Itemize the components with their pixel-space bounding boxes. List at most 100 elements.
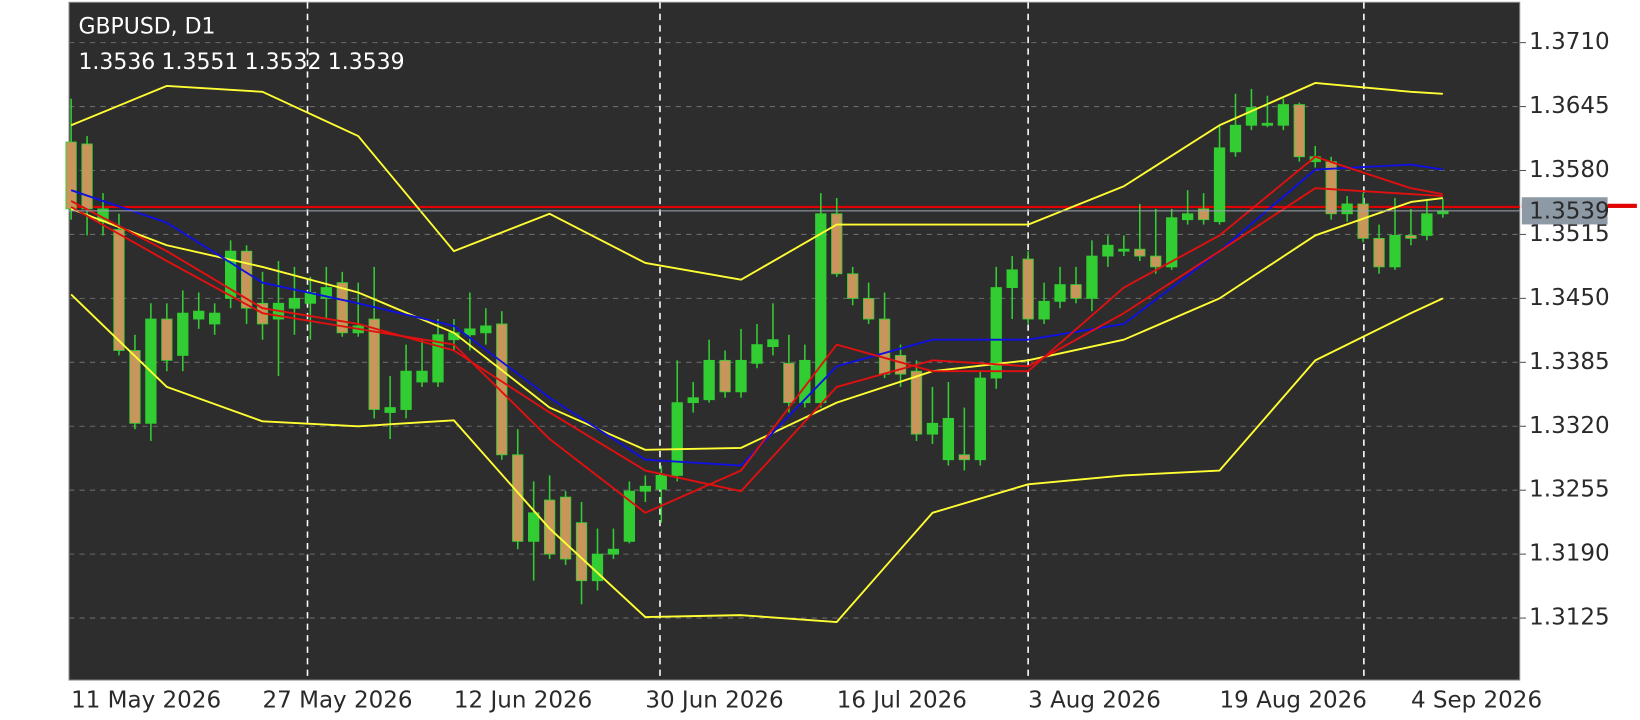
candle-body (1229, 124, 1242, 153)
candle-body (240, 250, 253, 309)
candle-body (687, 397, 699, 404)
candle-body (1166, 217, 1178, 268)
low-value: 1.3532 (245, 50, 322, 75)
candle-body (1181, 213, 1194, 221)
candle-body (161, 318, 173, 361)
x-tick-label: 16 Jul 2026 (837, 687, 967, 713)
close-value: 1.3539 (328, 50, 405, 75)
candle-body (400, 370, 412, 410)
candle-body (1405, 235, 1417, 239)
candle-body (113, 229, 125, 351)
candle-body (320, 287, 332, 299)
candle-body (862, 297, 875, 320)
indicator-line (70, 187, 1443, 493)
candle-body (719, 359, 731, 393)
candle-body (767, 339, 779, 348)
grid (69, 42, 1520, 619)
candle-body (1197, 208, 1210, 221)
y-tick-label: 1.3255 (1529, 477, 1609, 503)
candle-body (81, 143, 93, 210)
candle-body (990, 287, 1002, 379)
candle-body (528, 512, 540, 542)
candle-body (336, 282, 348, 334)
candle-body (512, 454, 524, 542)
candle-body (1102, 244, 1114, 257)
candles (65, 88, 1449, 605)
candle-body (1006, 269, 1018, 288)
candle-body (607, 548, 620, 555)
x-tick-label: 30 Jun 2026 (645, 687, 783, 713)
candle-body (639, 485, 651, 492)
candle-body (831, 213, 843, 275)
indicator-line (70, 197, 1443, 451)
y-tick-label: 1.3125 (1529, 605, 1609, 631)
candle-body (1261, 122, 1274, 126)
candle-body (177, 312, 189, 356)
x-tick-label: 19 Aug 2026 (1220, 687, 1367, 713)
candle-body (1213, 147, 1226, 223)
candle-body (815, 213, 827, 404)
candle-body (432, 334, 444, 383)
x-tick-label: 4 Sep 2026 (1411, 687, 1542, 713)
y-tick-label: 1.3450 (1529, 285, 1609, 311)
candle-body (878, 318, 891, 375)
high-value: 1.3551 (162, 50, 239, 75)
candle-body (942, 417, 955, 461)
candle-body (894, 355, 907, 375)
candle-body (910, 370, 923, 435)
candle-body (1389, 235, 1401, 268)
candle-body (1022, 258, 1034, 320)
candle-body (974, 377, 986, 461)
candle-body (655, 475, 667, 490)
candle-body (958, 454, 970, 461)
y-tick-label: 1.3710 (1529, 29, 1609, 55)
x-tick-label: 27 May 2026 (263, 687, 413, 713)
candle-body (496, 323, 508, 456)
candle-body (799, 359, 811, 404)
candle-body (543, 499, 556, 555)
y-tick-label: 1.3515 (1529, 221, 1609, 247)
candle-body (735, 359, 747, 393)
candle-body (1245, 107, 1258, 126)
price-label-box (1521, 197, 1608, 225)
candle-body (464, 328, 476, 336)
indicator-line (70, 155, 1444, 514)
y-tick-label: 1.3645 (1529, 93, 1609, 119)
candle-body (1054, 284, 1066, 302)
y-tick-label: 1.3320 (1529, 413, 1609, 439)
candle-body (288, 297, 301, 309)
indicator-line (70, 82, 1443, 281)
candle-body (480, 325, 492, 334)
candle-body (1357, 203, 1369, 239)
price-label: 1.3539 (1529, 198, 1609, 224)
indicator-line (70, 293, 1444, 623)
x-tick-label: 3 Aug 2026 (1028, 687, 1161, 713)
candle-body (1421, 213, 1433, 236)
candle-body (1118, 248, 1130, 252)
candle-body (671, 402, 683, 476)
candle-body (751, 344, 763, 364)
candle-body (575, 522, 588, 582)
candle-body (209, 312, 221, 325)
chart-title: GBPUSD, D1 (78, 14, 215, 39)
y-tick-label: 1.3190 (1529, 541, 1609, 567)
candle-body (384, 407, 396, 413)
x-tick-label: 12 Jun 2026 (454, 687, 592, 713)
candle-body (559, 496, 572, 560)
axes: 1.3710 1.3645 1.3580 1.3515 1.3450 1.3385 1.33… (69, 29, 1637, 713)
candle-body (1277, 104, 1289, 126)
open-value: 1.3536 (78, 50, 155, 75)
candle-body (847, 273, 859, 299)
candle-body (129, 350, 141, 424)
x-tick-label: 11 May 2026 (71, 687, 221, 713)
candle-body (368, 318, 380, 410)
ohlc-readout: 1.3536 1.3551 1.3532 1.3539 (78, 50, 404, 75)
y-tick-label: 1.3580 (1529, 157, 1609, 183)
candle-body (783, 362, 795, 404)
candle-body (1293, 104, 1305, 158)
period-separators (306, 2, 1365, 681)
candle-body (416, 370, 428, 383)
candle-body (1341, 203, 1353, 215)
